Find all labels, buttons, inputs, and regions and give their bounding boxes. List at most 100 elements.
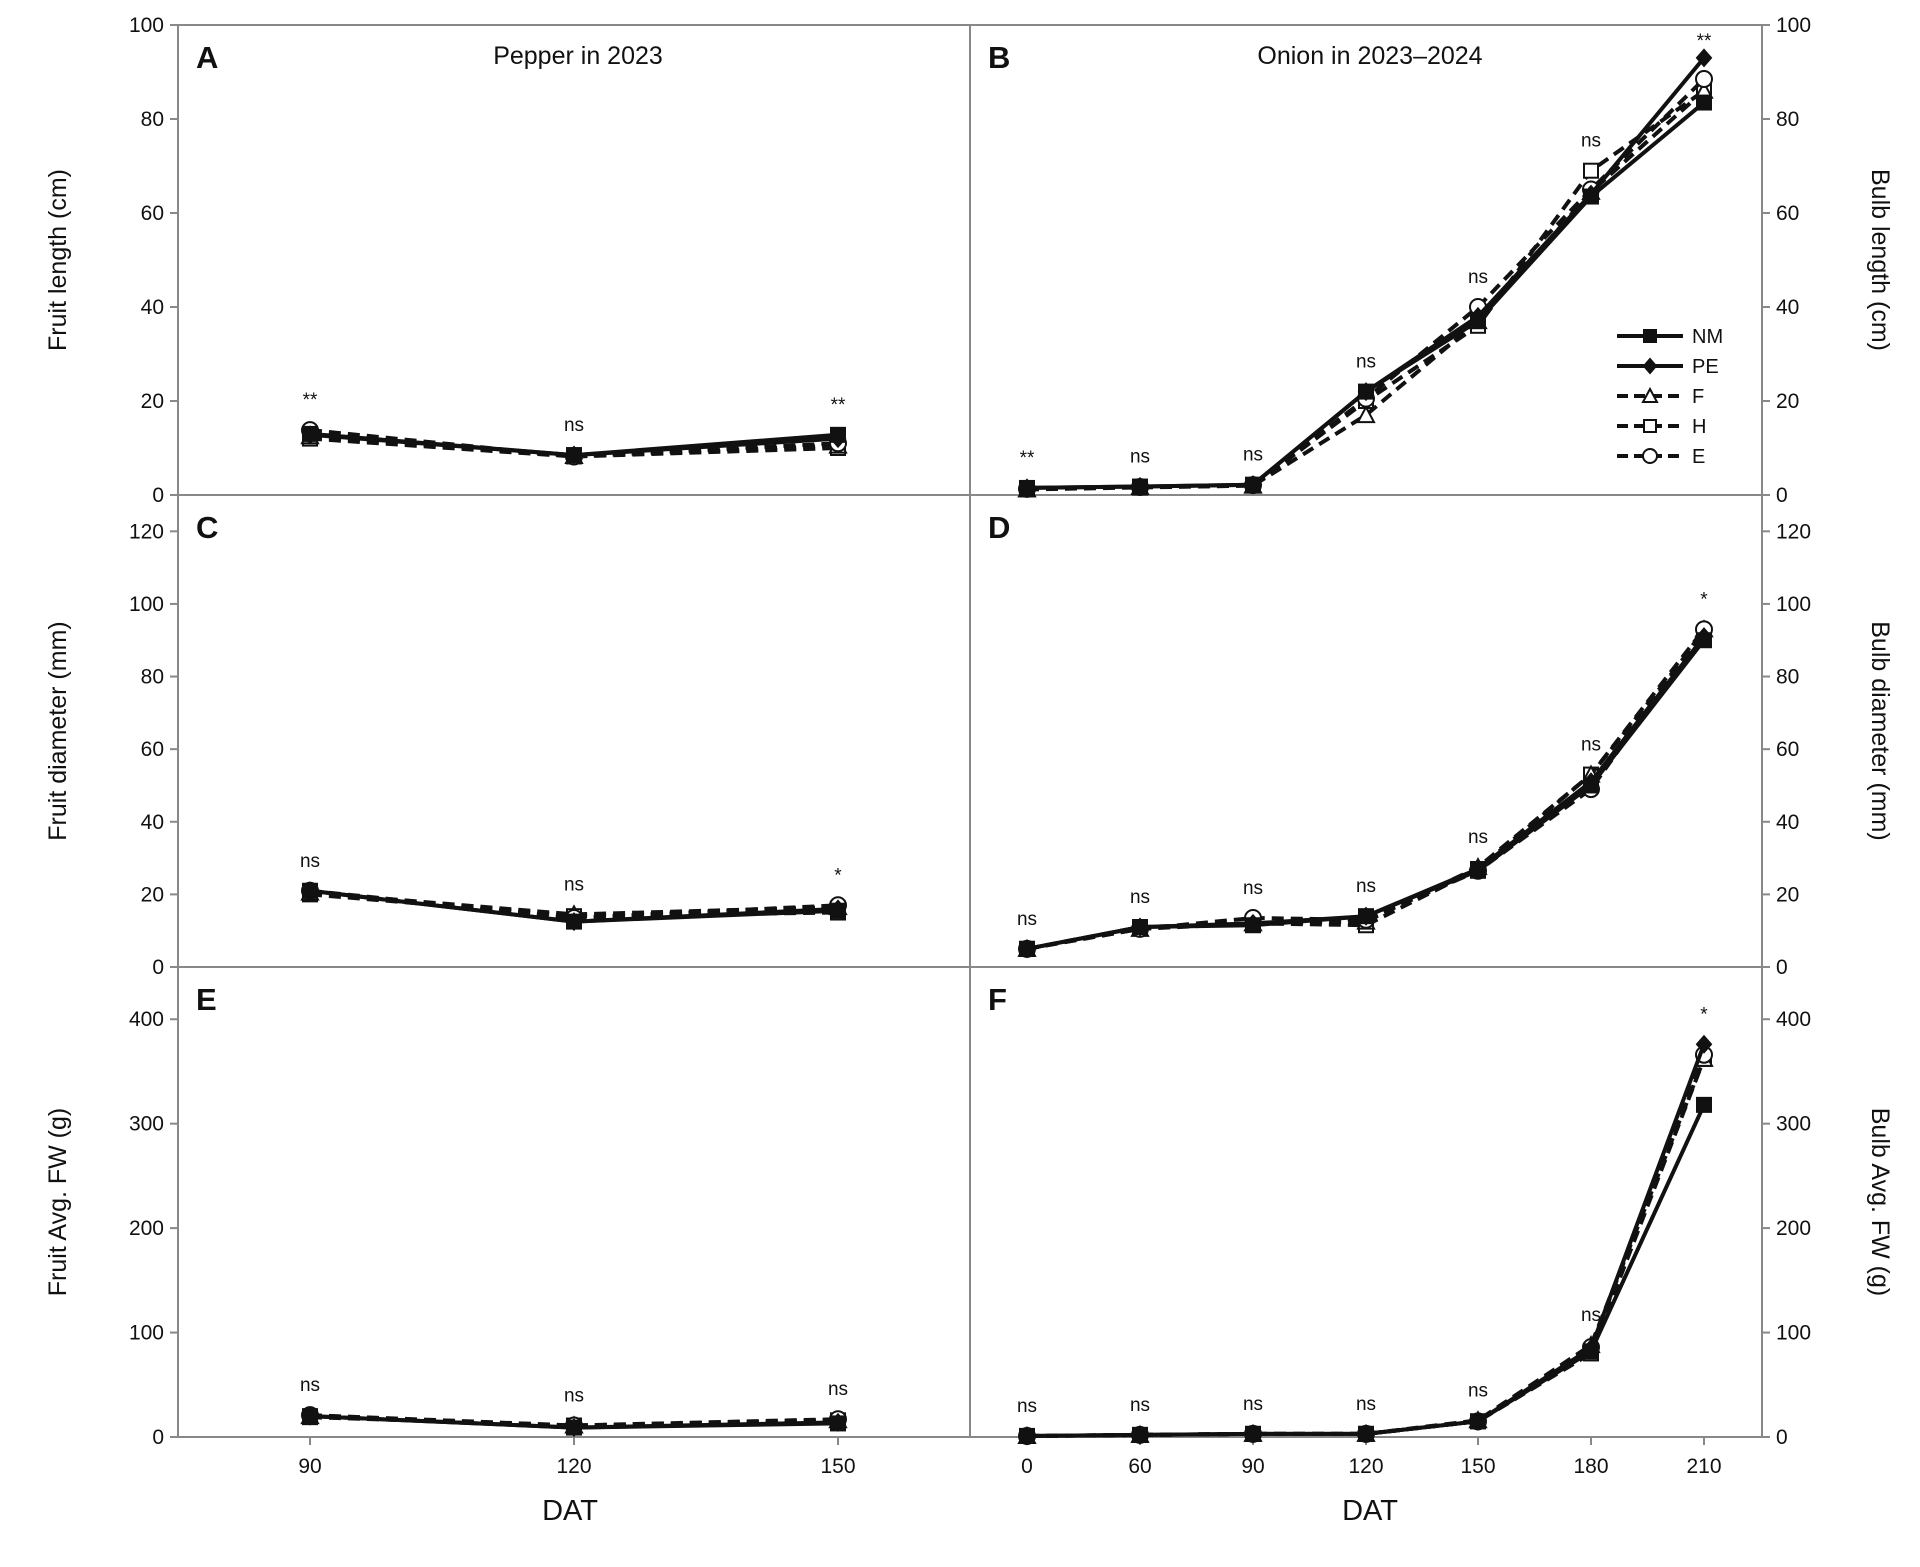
- y-tick-label: 40: [1776, 296, 1799, 319]
- y-tick-label: 40: [1776, 811, 1799, 834]
- significance-label: ns: [1356, 352, 1376, 373]
- data-point-f: [1356, 404, 1376, 424]
- legend-label-pe: PE: [1692, 356, 1719, 378]
- series-line-e: [309, 428, 839, 459]
- panel-title: Pepper in 2023: [493, 42, 663, 70]
- data-point-nm: [302, 425, 318, 442]
- y-tick-label: 0: [1776, 1426, 1788, 1449]
- y-tick-label: 0: [1776, 484, 1788, 507]
- panel-e: 0 100 200 300 400 Fruit Avg. FW (g) E 90 120 150 n…: [44, 982, 856, 1478]
- data-point-nm: [1132, 1426, 1148, 1443]
- legend-marker-nm: [1643, 329, 1657, 343]
- legend-label-e: E: [1692, 446, 1705, 468]
- y-tick-label: 100: [129, 14, 164, 37]
- data-point-e: [1695, 70, 1713, 89]
- legend-label-f: F: [1692, 386, 1704, 408]
- series-line-e: [1026, 628, 1706, 951]
- significance-label: ns: [828, 1379, 848, 1400]
- y-tick-label: 60: [1776, 202, 1799, 225]
- significance-label: ns: [564, 874, 584, 895]
- y-tick-label: 100: [1776, 1322, 1811, 1345]
- significance-label: ns: [1356, 876, 1376, 897]
- data-point-pe: [1695, 1034, 1713, 1054]
- x-tick-label: 60: [1128, 1455, 1151, 1478]
- legend-label-h: H: [1692, 416, 1706, 438]
- y-tick-label: 80: [141, 108, 164, 131]
- data-point-nm: [1358, 383, 1374, 400]
- significance-label: ns: [1468, 827, 1488, 848]
- panel-title: Onion in 2023–2024: [1257, 42, 1482, 70]
- series-line-e: [1026, 1053, 1706, 1438]
- y-tick-label: 100: [1776, 593, 1811, 616]
- data-point-nm: [1583, 777, 1599, 794]
- panel-frames: [177, 24, 1763, 1438]
- panel-d: 0 20 40 60 80 100 120 Bulb diameter (mm) Dns ns ns…: [988, 510, 1894, 979]
- significance-label: ns: [1243, 1394, 1263, 1415]
- significance-label: *: [1700, 1004, 1708, 1025]
- significance-label: **: [303, 390, 318, 411]
- data-point-nm: [830, 1415, 846, 1432]
- data-point-nm: [1245, 917, 1261, 934]
- y-tick-label: 400: [129, 1008, 164, 1031]
- series-line-h: [1026, 1058, 1706, 1438]
- panels: 0 20 40 60 80 100 Fruit length (cm) A Pepper in …: [44, 14, 1894, 1478]
- y-tick-label: 60: [141, 202, 164, 225]
- panel-letter: C: [196, 510, 218, 545]
- series-line-nm: [1026, 1104, 1706, 1438]
- data-point-nm: [1019, 479, 1035, 496]
- y-tick-label: 100: [129, 1322, 164, 1345]
- x-tick-label: 90: [298, 1455, 321, 1478]
- data-point-nm: [1583, 188, 1599, 205]
- legend-marker-pe: [1642, 357, 1658, 375]
- x-axis-title-right: DAT: [1342, 1495, 1398, 1527]
- significance-label: **: [831, 395, 846, 416]
- y-tick-label: 100: [1776, 14, 1811, 37]
- panel-letter: B: [988, 40, 1010, 75]
- y-tick-label: 400: [1776, 1008, 1811, 1031]
- series-line-h: [1026, 89, 1706, 492]
- y-tick-label: 0: [152, 484, 164, 507]
- panel-c: 0 20 40 60 80 100 120 Fruit diameter (mm) Cns ns *: [44, 510, 848, 979]
- x-tick-label: 150: [1460, 1455, 1495, 1478]
- data-point-nm: [1583, 1343, 1599, 1360]
- data-point-nm: [566, 1419, 582, 1436]
- series-line-f: [1026, 1058, 1706, 1438]
- series-line-e: [1026, 77, 1706, 491]
- series-line-e: [309, 888, 839, 920]
- data-point-nm: [566, 913, 582, 930]
- data-point-nm: [1132, 919, 1148, 936]
- significance-label: **: [1020, 448, 1035, 469]
- legend-label-nm: NM: [1692, 326, 1723, 348]
- y-axis-title: Fruit length (cm): [44, 169, 72, 351]
- significance-label: ns: [1468, 267, 1488, 288]
- y-tick-label: 120: [129, 520, 164, 543]
- series-line-pe: [1026, 56, 1706, 490]
- y-tick-label: 20: [141, 390, 164, 413]
- data-point-h: [1583, 162, 1599, 179]
- y-axis-title: Bulb Avg. FW (g): [1866, 1108, 1894, 1297]
- data-point-nm: [1358, 908, 1374, 925]
- y-tick-label: 80: [1776, 108, 1799, 131]
- significance-label: *: [1700, 589, 1708, 610]
- y-tick-label: 300: [1776, 1113, 1811, 1136]
- x-tick-label: 90: [1241, 1455, 1264, 1478]
- y-tick-label: 200: [1776, 1217, 1811, 1240]
- significance-label: ns: [1017, 909, 1037, 930]
- significance-label: ns: [300, 1375, 320, 1396]
- y-tick-label: 0: [1776, 956, 1788, 979]
- y-tick-label: 80: [1776, 666, 1799, 689]
- significance-label: **: [1697, 31, 1712, 52]
- y-tick-label: 100: [129, 593, 164, 616]
- y-tick-label: 120: [1776, 520, 1811, 543]
- panel-f: 0 100 200 300 400 Bulb Avg. FW (g) F 0 60 90 120 15…: [988, 982, 1894, 1478]
- significance-label: *: [834, 865, 842, 886]
- significance-label: ns: [1130, 1395, 1150, 1416]
- data-point-nm: [830, 902, 846, 919]
- data-point-nm: [1470, 862, 1486, 879]
- x-tick-label: 0: [1021, 1455, 1033, 1478]
- significance-label: ns: [1243, 445, 1263, 466]
- y-axis-title: Bulb diameter (mm): [1866, 621, 1894, 841]
- significance-label: ns: [1130, 887, 1150, 908]
- y-tick-label: 20: [141, 883, 164, 906]
- x-tick-label: 180: [1573, 1455, 1608, 1478]
